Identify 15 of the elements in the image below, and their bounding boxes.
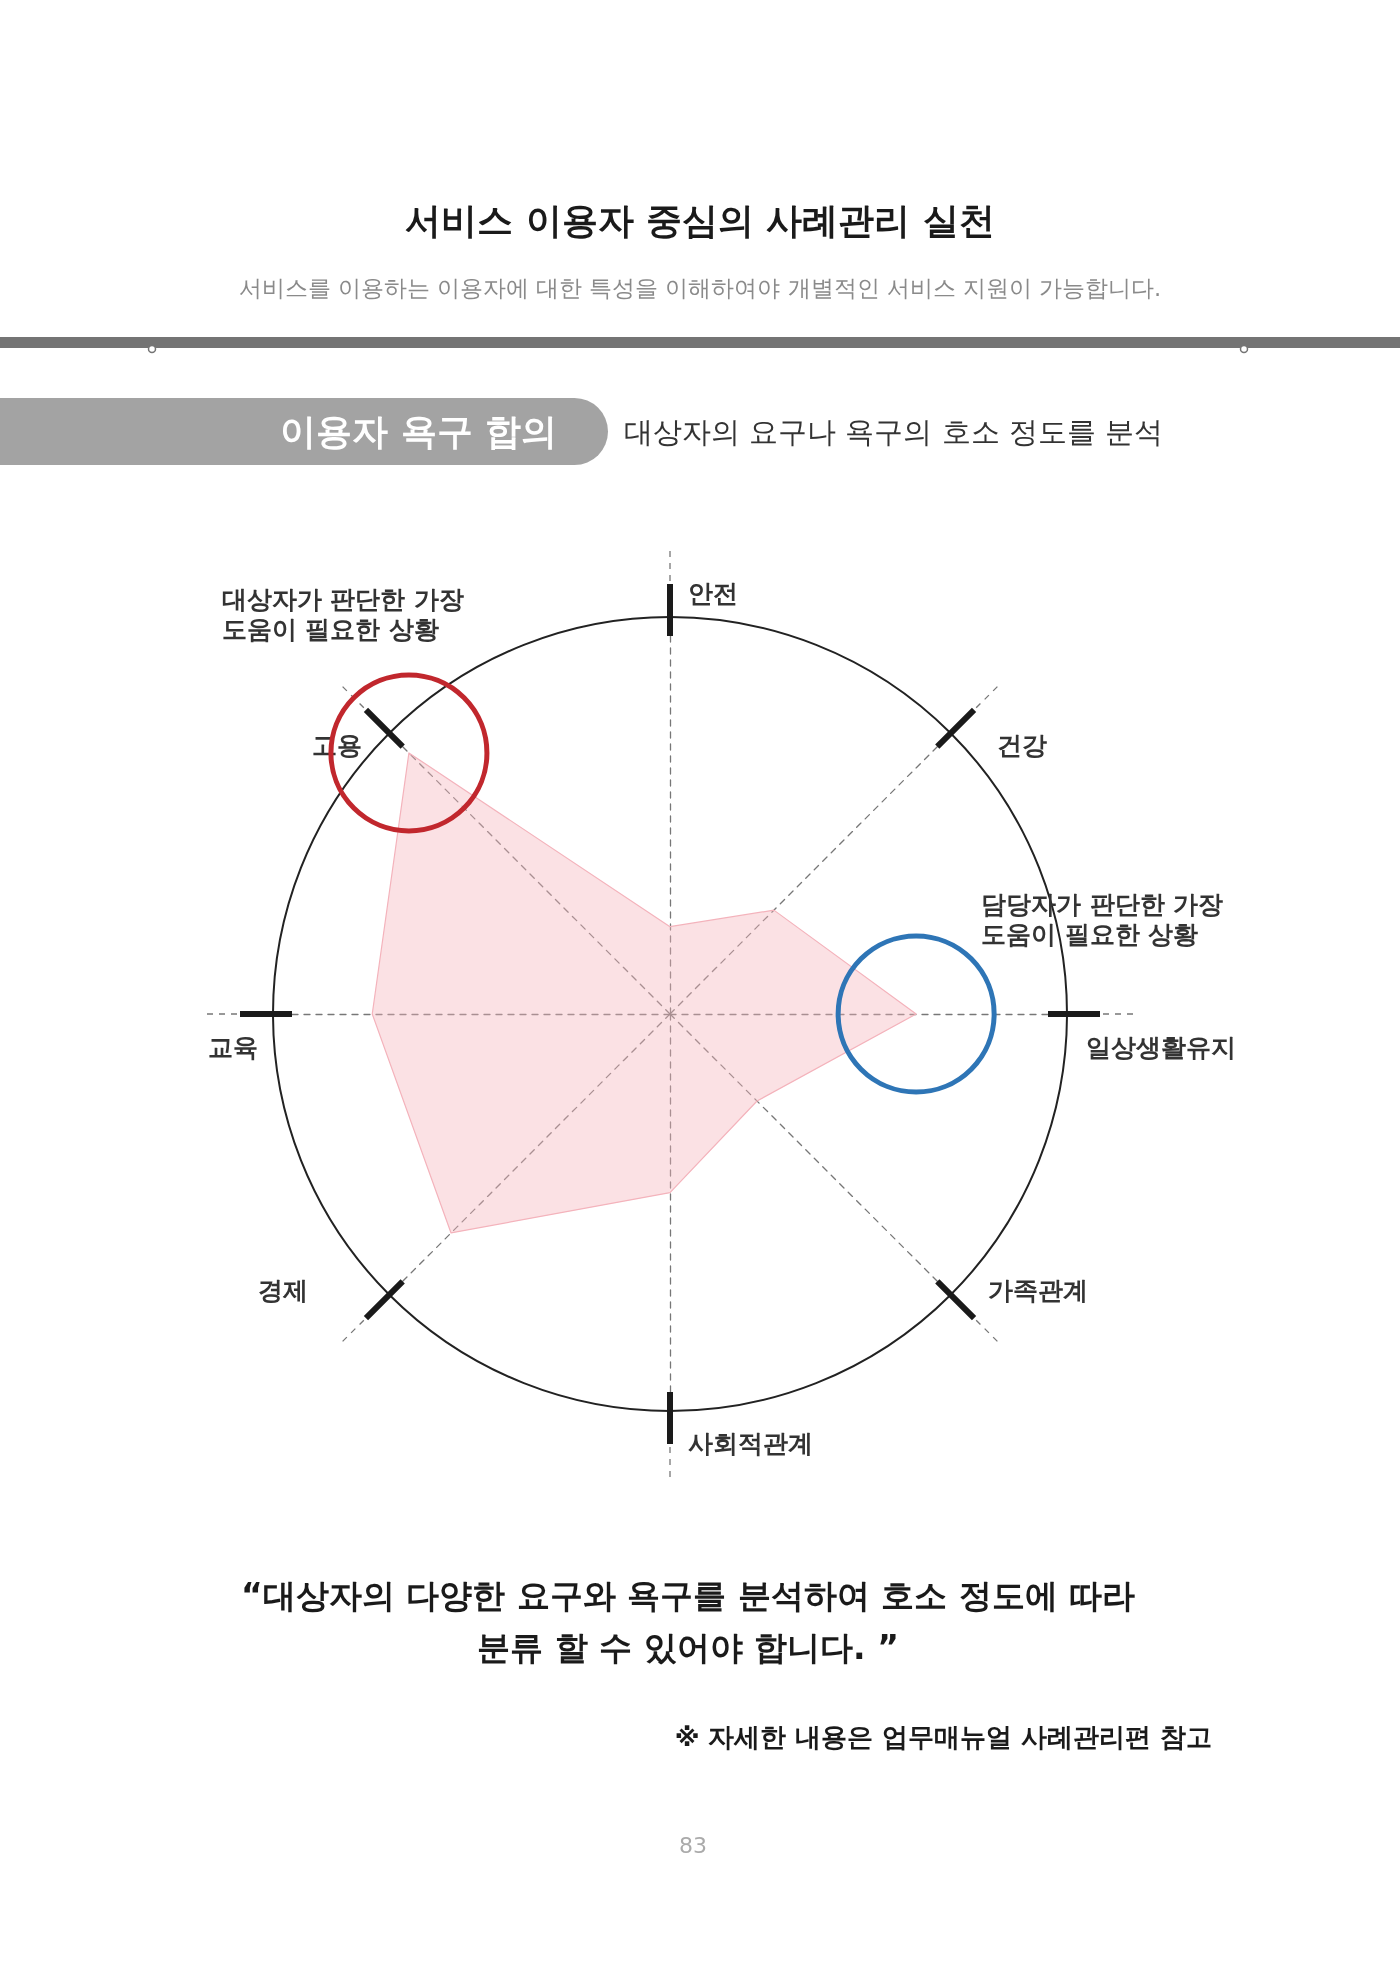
text: 대상자가 판단한 가장 도움이 필요한 상황 bbox=[221, 584, 464, 644]
spoke-label: 교육 bbox=[208, 1032, 258, 1062]
text: 대상자의 요구나 욕구의 호소 정도를 분석 bbox=[624, 414, 1164, 451]
text: 83 bbox=[678, 1832, 708, 1860]
text: 이용자 욕구 합의 bbox=[280, 410, 558, 454]
spoke-label: 경제 bbox=[258, 1276, 309, 1306]
chart-title: 서비스 이용자 중심의 사례관리 실천 bbox=[404, 199, 996, 243]
spoke-label: 일상생활유지 bbox=[1086, 1032, 1236, 1062]
chart-subtitle: 서비스를 이용하는 이용자에 대한 특성을 이해하여야 개별적인 서비스 지원이 가능합니다. bbox=[237, 274, 1163, 303]
spoke-label: 사회적관계 bbox=[688, 1428, 813, 1458]
spoke-label: 건강 bbox=[996, 730, 1047, 760]
text: ※ 자세한 내용은 업무매뉴얼 사례관리편 참고 bbox=[674, 1721, 1212, 1754]
text: “대상자의 다양한 요구와 욕구를 분석하여 호소 정도에 따라 분류 할 수 있어야 합니다. ” bbox=[239, 1575, 1137, 1669]
spoke-label: 안전 bbox=[688, 578, 738, 608]
spoke-label: 가족관계 bbox=[987, 1276, 1088, 1306]
